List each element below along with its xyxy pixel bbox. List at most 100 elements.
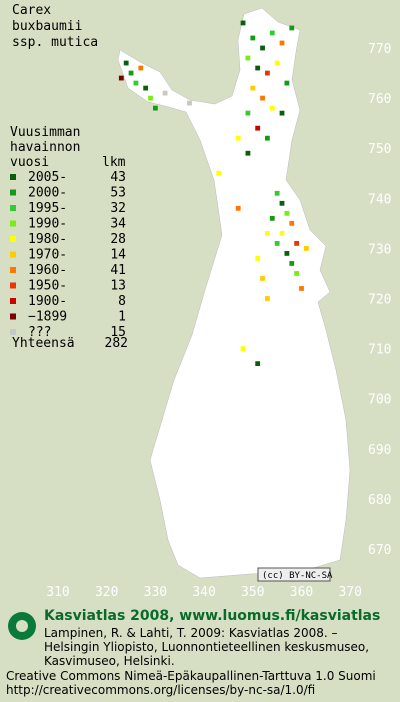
legend-count: 13	[110, 279, 126, 294]
legend-count: 41	[110, 263, 126, 278]
occurrence-square	[245, 55, 251, 61]
occurrence-square	[162, 90, 168, 96]
occurrence-square	[255, 65, 261, 71]
occurrence-square	[294, 240, 300, 246]
occurrence-square	[240, 346, 246, 351]
legend-label: 2000-	[28, 186, 67, 201]
legend-swatch	[10, 220, 16, 227]
occurrence-square	[245, 110, 251, 116]
occurrence-square	[279, 40, 285, 46]
occurrence-square	[274, 240, 280, 246]
occurrence-square	[269, 30, 275, 36]
legend-swatch	[10, 267, 16, 273]
occurrence-square	[255, 125, 261, 131]
legend-heading: vuosi	[10, 155, 49, 170]
easting-tick: 310	[46, 585, 69, 600]
occurrence-square	[294, 271, 300, 276]
occurrence-square	[255, 256, 261, 261]
occurrence-square	[265, 296, 270, 301]
license-text: http://creativecommons.org/licenses/by-n…	[6, 683, 315, 697]
legend-label: 1960-	[28, 263, 67, 278]
occurrence-square	[123, 60, 129, 66]
occurrence-square	[148, 95, 153, 101]
northing-tick: 670	[368, 543, 391, 558]
occurrence-square	[153, 105, 158, 111]
legend-swatch	[10, 189, 16, 196]
northing-tick: 770	[368, 42, 391, 57]
occurrence-square	[128, 70, 134, 76]
legend-label: 1980-	[28, 232, 67, 247]
license-text: Creative Commons Nimeä-Epäkaupallinen-Ta…	[6, 669, 376, 683]
occurrence-square	[274, 60, 280, 66]
occurrence-square	[235, 205, 241, 211]
occurrence-square	[250, 35, 256, 41]
occurrence-square	[187, 100, 192, 106]
easting-tick: 370	[338, 585, 361, 600]
occurrence-square	[265, 70, 270, 76]
legend-count: 53	[110, 186, 126, 201]
occurrence-square	[284, 80, 290, 86]
legend-count: 1	[118, 310, 126, 325]
occurrence-square	[269, 105, 275, 111]
occurrence-square	[255, 361, 261, 367]
occurrence-square	[265, 135, 270, 141]
legend-label: 1995-	[28, 201, 67, 216]
title: ssp. mutica	[12, 35, 98, 50]
occurrence-square	[260, 95, 265, 101]
legend-swatch	[10, 298, 16, 304]
legend-count: 34	[110, 217, 126, 232]
legend-count: 32	[110, 201, 126, 216]
legend-swatch	[10, 251, 16, 258]
citation: Lampinen, R. & Lahti, T. 2009: Kasviatla…	[44, 626, 338, 640]
northing-tick: 740	[368, 192, 391, 207]
northing-tick: 690	[368, 443, 391, 458]
occurrence-square	[289, 25, 295, 31]
legend-count: 43	[110, 170, 126, 185]
occurrence-square	[279, 200, 285, 206]
occurrence-square	[289, 261, 295, 266]
legend-swatch	[10, 329, 16, 335]
logo	[8, 612, 36, 640]
occurrence-square	[118, 75, 124, 81]
occurrence-square	[260, 276, 265, 281]
license-badge-box	[257, 567, 331, 582]
occurrence-square	[265, 230, 270, 236]
easting-tick: 320	[95, 585, 118, 600]
northing-tick: 750	[368, 142, 391, 157]
title: buxbaumii	[12, 19, 82, 34]
easting-tick: 360	[290, 585, 313, 600]
occurrence-square	[143, 85, 149, 91]
total-value: 282	[105, 336, 128, 351]
occurrence-square	[279, 230, 285, 236]
occurrence-square	[284, 251, 290, 256]
legend-heading: Vuusimman	[10, 125, 80, 140]
easting-tick: 350	[241, 585, 264, 600]
legend-count: 15	[110, 325, 126, 340]
citation: Helsingin Yliopisto, Luonnontieteellinen…	[44, 640, 369, 654]
occurrence-square	[133, 80, 139, 86]
legend-count: 14	[110, 248, 126, 263]
legend-label: 1900-	[28, 294, 67, 309]
citation: Kasvimuseo, Helsinki.	[44, 654, 175, 668]
easting-tick: 340	[192, 585, 215, 600]
legend-swatch	[10, 174, 16, 180]
title: Carex	[12, 3, 51, 18]
occurrence-square	[284, 210, 290, 216]
finland-outline	[117, 7, 351, 579]
easting-tick: 330	[144, 585, 167, 600]
occurrence-square	[260, 45, 265, 51]
occurrence-square	[299, 286, 304, 291]
legend-swatch	[10, 313, 16, 320]
occurrence-square	[250, 85, 256, 91]
northing-tick: 720	[368, 293, 391, 308]
legend-swatch	[10, 282, 16, 289]
northing-tick: 700	[368, 393, 391, 408]
legend-label: 1950-	[28, 279, 67, 294]
license-badge: (cc) BY-NC-SA	[262, 571, 333, 581]
legend-label: −1899	[28, 310, 67, 325]
northing-tick: 730	[368, 242, 391, 257]
legend-count-heading: lkm	[102, 155, 126, 170]
occurrence-square	[274, 190, 280, 196]
